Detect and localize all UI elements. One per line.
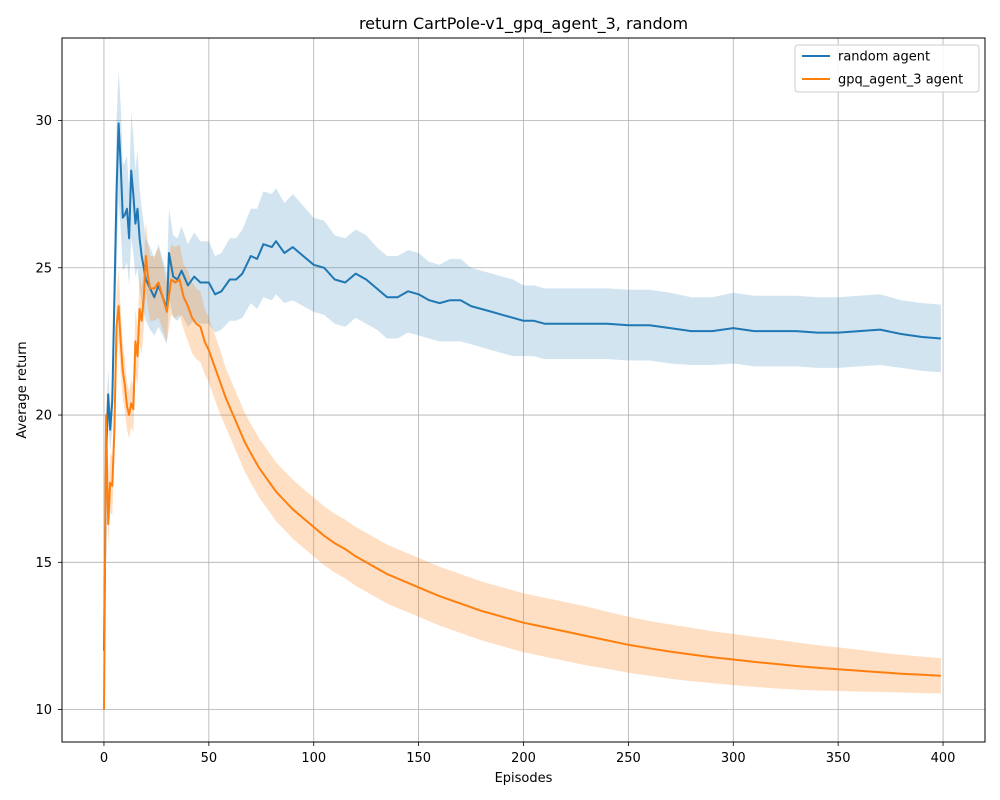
series-line-1 [103,122,941,651]
series-line-2 [103,255,941,710]
legend-label: random agent [838,50,930,65]
legend-label: gpq_agent_3 agent [838,73,963,88]
y-tick-label: 10 [35,703,52,718]
x-tick-label: 250 [616,751,641,766]
grid [62,38,985,742]
x-tick-label: 100 [301,751,326,766]
legend: random agent gpq_agent_3 agent [794,44,980,93]
x-tick-label: 150 [406,751,431,766]
x-axis-label: Episodes [495,771,553,786]
y-axis-label: Average return [15,341,30,438]
confidence-band-2 [104,220,941,710]
confidence-bands [104,70,941,710]
y-tick-label: 15 [35,556,52,571]
x-tick-label: 200 [511,751,536,766]
legend-box [794,44,980,93]
confidence-band-1 [104,70,941,651]
y-tick-label: 25 [35,261,52,276]
x-tick-label: 300 [721,751,746,766]
x-tick-label: 350 [826,751,851,766]
chart-title: return CartPole-v1_gpq_agent_3, random [359,14,688,34]
x-tick-label: 400 [931,751,956,766]
y-axis-ticks: 10 15 20 25 30 [35,114,62,718]
x-axis-ticks: 0 50 100 150 200 250 300 350 400 [100,742,956,766]
y-tick-label: 20 [35,409,52,424]
series-lines [103,122,941,710]
y-tick-label: 30 [35,114,52,129]
x-tick-label: 0 [100,751,108,766]
x-tick-label: 50 [201,751,218,766]
